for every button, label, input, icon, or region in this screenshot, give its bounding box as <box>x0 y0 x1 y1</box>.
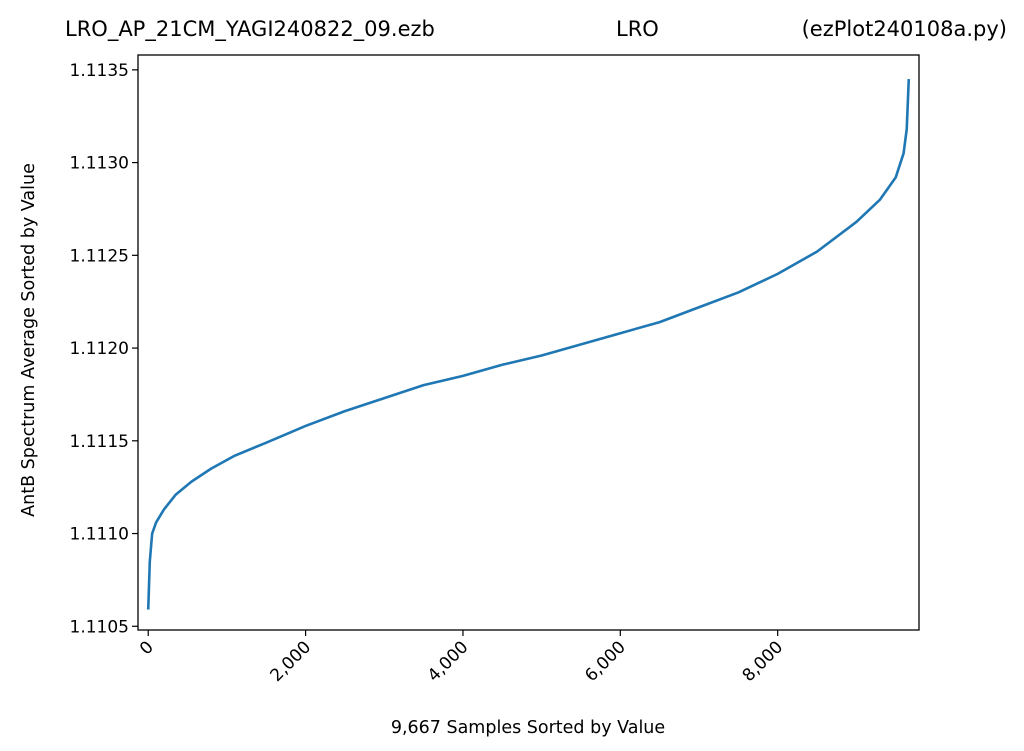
chart-title-script: (ezPlot240108a.py) <box>802 17 1007 41</box>
y-tick-label: 1.1120 <box>70 339 129 359</box>
y-tick-label: 1.1115 <box>70 432 129 452</box>
y-axis: 1.1105 1.1110 1.1115 1.1120 1.1125 1.1130 1.11… <box>70 61 138 637</box>
plot-area <box>146 79 911 610</box>
chart-title-filename: LRO_AP_21CM_YAGI240822_09.ezb <box>65 17 435 42</box>
x-tick-label: 6,000 <box>581 637 630 686</box>
x-axis-label: 9,667 Samples Sorted by Value <box>391 718 665 738</box>
series-line-0 <box>146 79 911 610</box>
x-tick-label: 0 <box>136 637 158 659</box>
x-tick-label: 8,000 <box>739 637 788 686</box>
y-tick-label: 1.1130 <box>70 154 129 174</box>
y-tick-label: 1.1110 <box>70 525 129 545</box>
y-tick-label: 1.1105 <box>70 617 129 637</box>
y-tick-label: 1.1125 <box>70 246 129 266</box>
plot-frame <box>137 54 920 631</box>
chart-title-station: LRO <box>616 17 659 41</box>
x-tick-label: 4,000 <box>424 637 473 686</box>
y-axis-label: AntB Spectrum Average Sorted by Value <box>19 163 39 517</box>
x-tick-label: 2,000 <box>267 637 316 686</box>
x-axis: 0 2,000 4,000 6,000 8,000 <box>136 630 787 686</box>
y-tick-label: 1.1135 <box>70 61 129 81</box>
